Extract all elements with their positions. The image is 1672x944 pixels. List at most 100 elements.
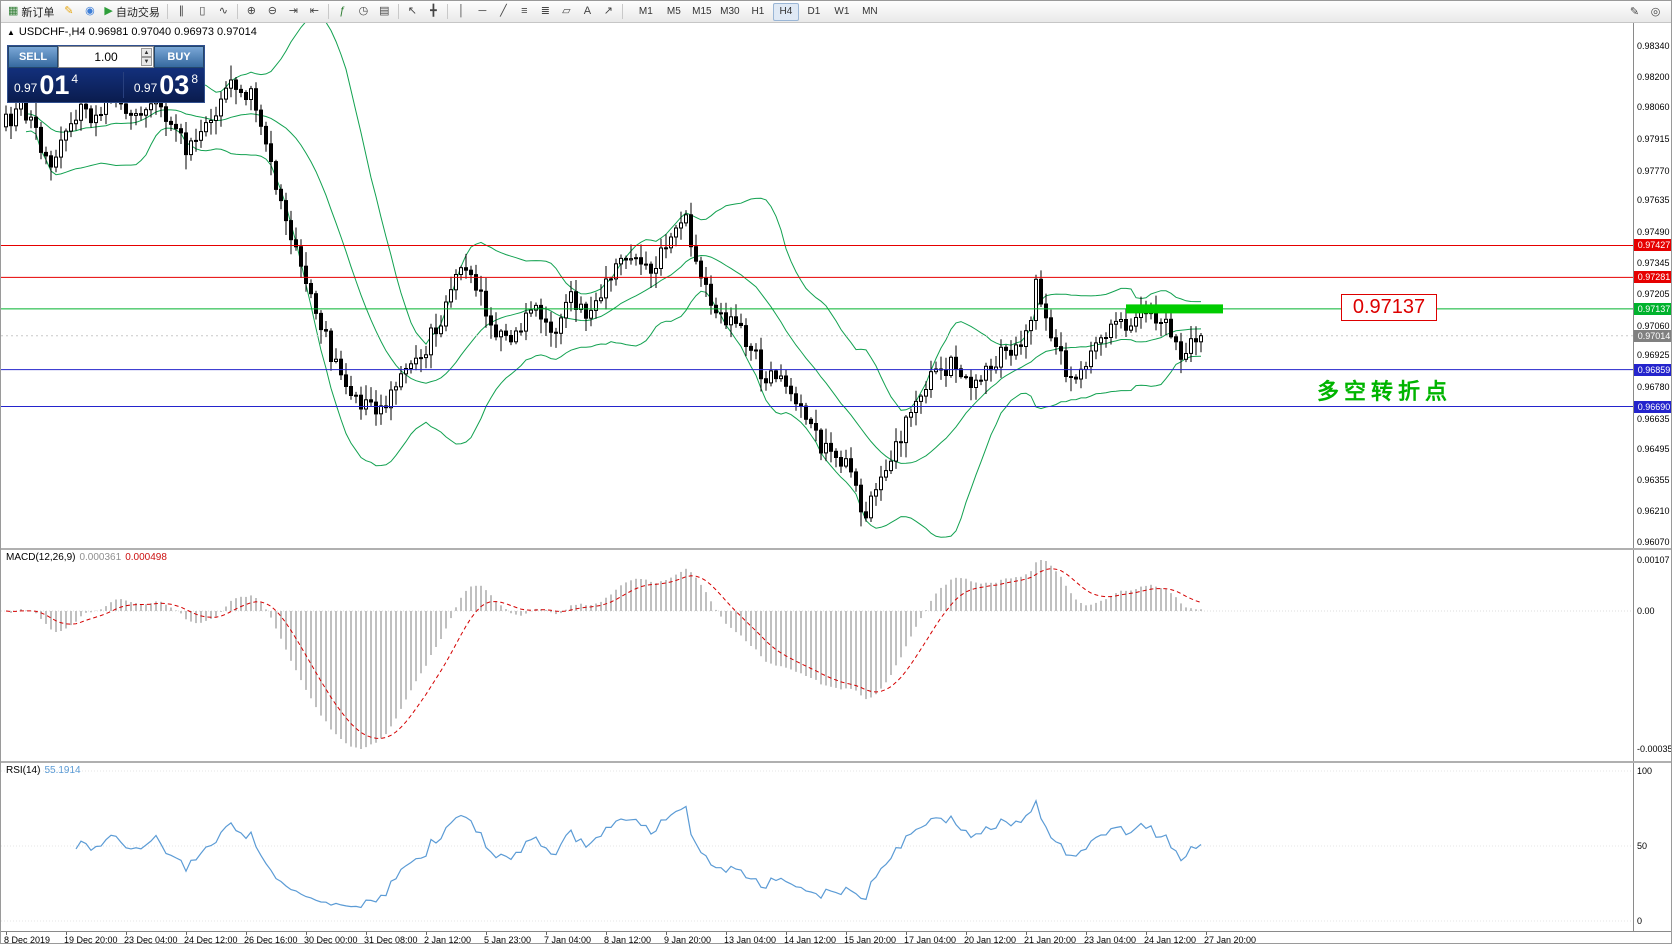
text-button[interactable]: A bbox=[578, 3, 597, 21]
time-tick-label: 8 Dec 2019 bbox=[4, 935, 51, 944]
price-tick-label: 0.97635 bbox=[1637, 195, 1670, 205]
macd-axis[interactable]: 0.00107 0.00 -0.0003595 bbox=[1633, 550, 1671, 761]
price-annotation-label[interactable]: 0.97137 bbox=[1341, 294, 1437, 321]
price-tick-label: 0.97205 bbox=[1637, 289, 1670, 299]
crosshair-button[interactable]: ╋ bbox=[424, 3, 443, 21]
timeframe-h1-button[interactable]: H1 bbox=[751, 6, 765, 17]
horizontal-line-button[interactable]: ─ bbox=[473, 3, 492, 21]
chart-header: ▲ USDCHF-,H4 0.96981 0.97040 0.96973 0.9… bbox=[7, 26, 257, 38]
time-axis[interactable]: 8 Dec 2019 19 Dec 20:00 23 Dec 04:00 24 Dec… bbox=[1, 931, 1671, 944]
price-tick-label: 0.97060 bbox=[1637, 321, 1670, 331]
panel-splitter[interactable] bbox=[1, 761, 1671, 763]
time-tick-label: 24 Jan 12:00 bbox=[1144, 935, 1197, 944]
turning-point-annotation[interactable]: 多空转折点 bbox=[1317, 379, 1453, 404]
vertical-line-icon: │ bbox=[457, 5, 465, 17]
channel-button[interactable]: ≡ bbox=[515, 3, 534, 21]
new-order-button-label: 新订单 bbox=[21, 6, 55, 19]
autotrade-button[interactable]: ▶ 自动交易 bbox=[101, 3, 162, 21]
time-tick bbox=[786, 932, 787, 935]
horizontal-line-icon: ─ bbox=[478, 5, 487, 17]
trade-panel-prices: 0.97 01 4 0.97 03 8 bbox=[8, 68, 204, 102]
trendline-icon: ╱ bbox=[500, 5, 507, 17]
line-chart-button[interactable]: ∿ bbox=[214, 3, 233, 21]
volume-field[interactable]: 1.00 ▲ ▼ bbox=[58, 46, 154, 68]
toolbar-separator bbox=[166, 4, 168, 19]
buy-price-sup: 8 bbox=[191, 72, 198, 86]
buy-button[interactable]: BUY bbox=[154, 46, 204, 68]
time-tick bbox=[846, 932, 847, 935]
bar-chart-button[interactable]: ∥ bbox=[172, 3, 191, 21]
buy-price-big: 03 bbox=[159, 70, 190, 100]
candles bbox=[4, 65, 1203, 527]
arrow-object-icon: ↗ bbox=[603, 5, 613, 17]
price-tick-label: 0.96635 bbox=[1637, 414, 1670, 424]
macd-canvas[interactable] bbox=[1, 550, 1633, 761]
volume-value: 1.00 bbox=[94, 50, 118, 64]
main-chart-canvas[interactable] bbox=[1, 23, 1633, 548]
time-tick-label: 13 Jan 04:00 bbox=[724, 935, 777, 944]
arrow-object-button[interactable]: ↗ bbox=[599, 3, 618, 21]
time-tick bbox=[66, 932, 67, 935]
time-tick bbox=[366, 932, 367, 935]
new-order-button[interactable]: ▦ 新订单 bbox=[5, 3, 57, 21]
timeframe-d1-button[interactable]: D1 bbox=[807, 6, 821, 17]
toolbar-separator bbox=[446, 4, 448, 19]
indicators-button[interactable]: ƒ bbox=[333, 3, 352, 21]
toolbar-separator bbox=[327, 4, 329, 19]
metaeditor-button[interactable]: ✎ bbox=[59, 3, 78, 21]
macd-tick-label: -0.0003595 bbox=[1637, 744, 1671, 754]
draw-edit-button[interactable]: ✎ bbox=[1629, 6, 1640, 18]
sell-price-sup: 4 bbox=[71, 72, 79, 86]
shapes-icon: ▱ bbox=[562, 5, 571, 17]
panel-splitter[interactable] bbox=[1, 548, 1671, 550]
macd-histogram bbox=[10, 560, 1202, 749]
sell-price[interactable]: 0.97 01 4 bbox=[14, 70, 79, 100]
sell-button[interactable]: SELL bbox=[8, 46, 58, 68]
timeframe-m1-button[interactable]: M1 bbox=[638, 6, 653, 17]
rsi-value: 55.1914 bbox=[44, 765, 81, 776]
price-axis[interactable]: 0.98340 0.98200 0.98060 0.97915 0.97770 0.976… bbox=[1633, 23, 1671, 548]
timeframe-m5-button[interactable]: M5 bbox=[666, 6, 681, 17]
periods-icon: ◷ bbox=[358, 5, 369, 17]
time-tick-label: 23 Jan 04:00 bbox=[1084, 935, 1137, 944]
time-tick-label: 23 Dec 04:00 bbox=[124, 935, 178, 944]
chart-shift-button[interactable]: ⇤ bbox=[305, 3, 324, 21]
timeframe-m15-button[interactable]: M15 bbox=[692, 6, 712, 17]
price-tick-label: 0.97915 bbox=[1637, 134, 1670, 144]
timeframe-h4-button[interactable]: H4 bbox=[772, 2, 799, 21]
fibonacci-icon: ≣ bbox=[540, 5, 550, 17]
time-tick-label: 24 Dec 12:00 bbox=[184, 935, 238, 944]
rsi-tick-label: 100 bbox=[1637, 766, 1653, 776]
volume-up-button[interactable]: ▲ bbox=[141, 48, 152, 57]
rsi-axis[interactable]: 100 50 0 bbox=[1633, 763, 1671, 931]
timeframe-m30-button[interactable]: M30 bbox=[720, 6, 740, 17]
rsi-tick-label: 0 bbox=[1637, 916, 1643, 926]
fibonacci-button[interactable]: ≣ bbox=[536, 3, 555, 21]
market-button[interactable]: ◉ bbox=[80, 3, 99, 21]
price-badge: 0.97427 bbox=[1634, 239, 1671, 251]
time-tick-label: 17 Jan 04:00 bbox=[904, 935, 957, 944]
vertical-line-button[interactable]: │ bbox=[452, 3, 471, 21]
templates-button[interactable]: ▤ bbox=[375, 3, 394, 21]
sell-price-big: 01 bbox=[39, 70, 70, 100]
rsi-canvas[interactable] bbox=[1, 763, 1633, 931]
shapes-button[interactable]: ▱ bbox=[557, 3, 576, 21]
zoom-in-button[interactable]: ⊕ bbox=[242, 3, 261, 21]
periods-button[interactable]: ◷ bbox=[354, 3, 373, 21]
chart-shift-icon: ⇤ bbox=[309, 5, 319, 17]
timeframe-w1-button[interactable]: W1 bbox=[834, 6, 850, 17]
auto-scroll-button[interactable]: ⇥ bbox=[284, 3, 303, 21]
rsi-panel: RSI(14) 55.1914 100 50 0 bbox=[1, 763, 1671, 931]
volume-down-button[interactable]: ▼ bbox=[141, 57, 152, 66]
highlight-zone[interactable] bbox=[1126, 304, 1223, 314]
macd-tick-label: 0.00107 bbox=[1637, 555, 1670, 565]
buy-price[interactable]: 0.97 03 8 bbox=[122, 70, 198, 100]
time-tick bbox=[1086, 932, 1087, 935]
volume-spinner: ▲ ▼ bbox=[141, 48, 152, 66]
timeframe-mn-button[interactable]: MN bbox=[862, 6, 878, 17]
cursor-button[interactable]: ↖ bbox=[403, 3, 422, 21]
zoom-out-button[interactable]: ⊖ bbox=[263, 3, 282, 21]
trendline-button[interactable]: ╱ bbox=[494, 3, 513, 21]
candlestick-chart-button[interactable]: ▯ bbox=[193, 3, 212, 21]
snapshot-button[interactable]: ◎ bbox=[1650, 6, 1661, 18]
